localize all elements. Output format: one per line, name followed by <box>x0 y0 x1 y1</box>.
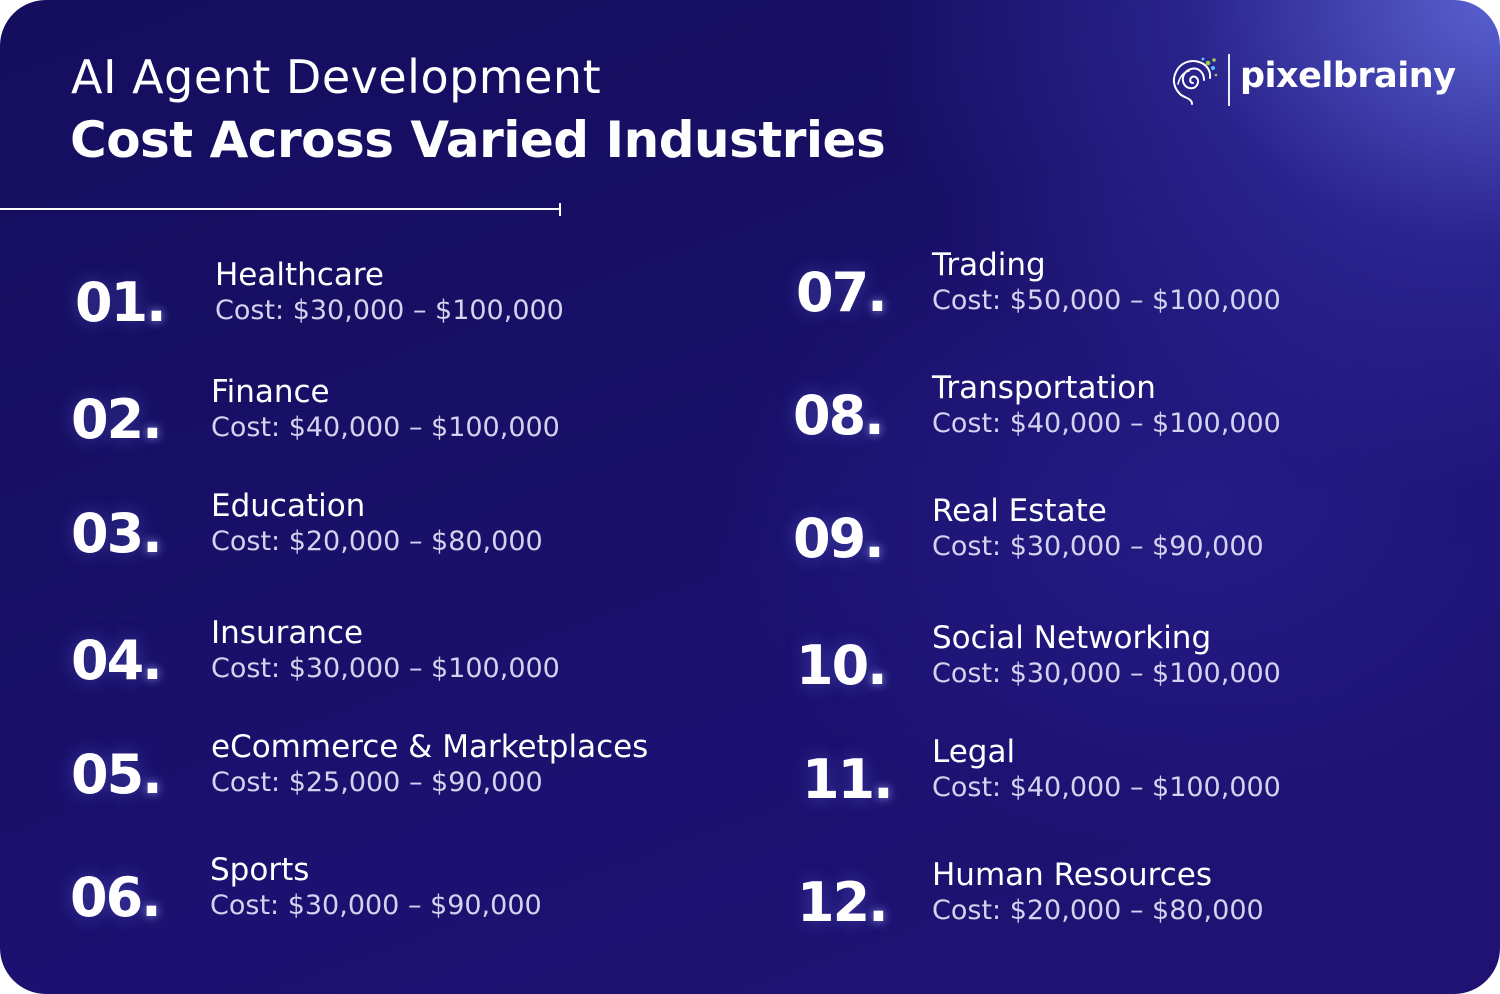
item-number: 02. <box>71 388 163 451</box>
industry-name: Social Networking <box>932 620 1212 656</box>
industry-cost: Cost: $30,000 – $100,000 <box>932 658 1281 689</box>
item-number: 12. <box>797 871 889 934</box>
industry-name: Insurance <box>211 615 364 651</box>
logo-separator <box>1228 54 1230 106</box>
industry-cost: Cost: $20,000 – $80,000 <box>211 526 543 557</box>
item-number: 03. <box>71 502 163 565</box>
industry-name: eCommerce & Marketplaces <box>211 729 649 765</box>
brain-spiral-icon <box>1172 57 1218 105</box>
pixelbrainy-logo: pixelbrainy <box>1170 52 1456 108</box>
title-divider-tick <box>559 203 561 216</box>
item-number: 10. <box>796 634 888 697</box>
industry-name: Real Estate <box>932 493 1107 529</box>
industry-cost: Cost: $40,000 – $100,000 <box>932 772 1281 803</box>
title-line-2: Cost Across Varied Industries <box>70 111 886 169</box>
item-number: 04. <box>71 629 163 692</box>
item-number: 01. <box>75 271 167 334</box>
industry-name: Finance <box>211 374 330 410</box>
industry-cost: Cost: $25,000 – $90,000 <box>211 767 543 798</box>
logo-text: pixelbrainy <box>1240 56 1456 96</box>
industry-name: Human Resources <box>932 857 1212 893</box>
industry-name: Sports <box>210 852 310 888</box>
title-divider <box>0 208 560 210</box>
industry-cost: Cost: $20,000 – $80,000 <box>932 895 1264 926</box>
item-number: 08. <box>793 384 885 447</box>
item-number: 11. <box>802 748 894 811</box>
item-number: 05. <box>71 743 163 806</box>
item-number: 07. <box>796 261 888 324</box>
item-number: 06. <box>70 866 162 929</box>
industry-name: Education <box>211 488 366 524</box>
industry-cost: Cost: $40,000 – $100,000 <box>211 412 560 443</box>
industry-cost: Cost: $30,000 – $100,000 <box>215 295 564 326</box>
industry-name: Legal <box>932 734 1016 770</box>
industry-cost: Cost: $30,000 – $90,000 <box>210 890 542 921</box>
industry-cost: Cost: $30,000 – $100,000 <box>211 653 560 684</box>
industry-cost: Cost: $50,000 – $100,000 <box>932 285 1281 316</box>
industry-name: Transportation <box>932 370 1156 406</box>
industry-cost: Cost: $40,000 – $100,000 <box>932 408 1281 439</box>
industry-cost: Cost: $30,000 – $90,000 <box>932 531 1264 562</box>
item-number: 09. <box>793 507 885 570</box>
industry-name: Trading <box>932 247 1046 283</box>
industry-name: Healthcare <box>215 257 384 293</box>
title-line-1: AI Agent Development <box>71 50 602 104</box>
